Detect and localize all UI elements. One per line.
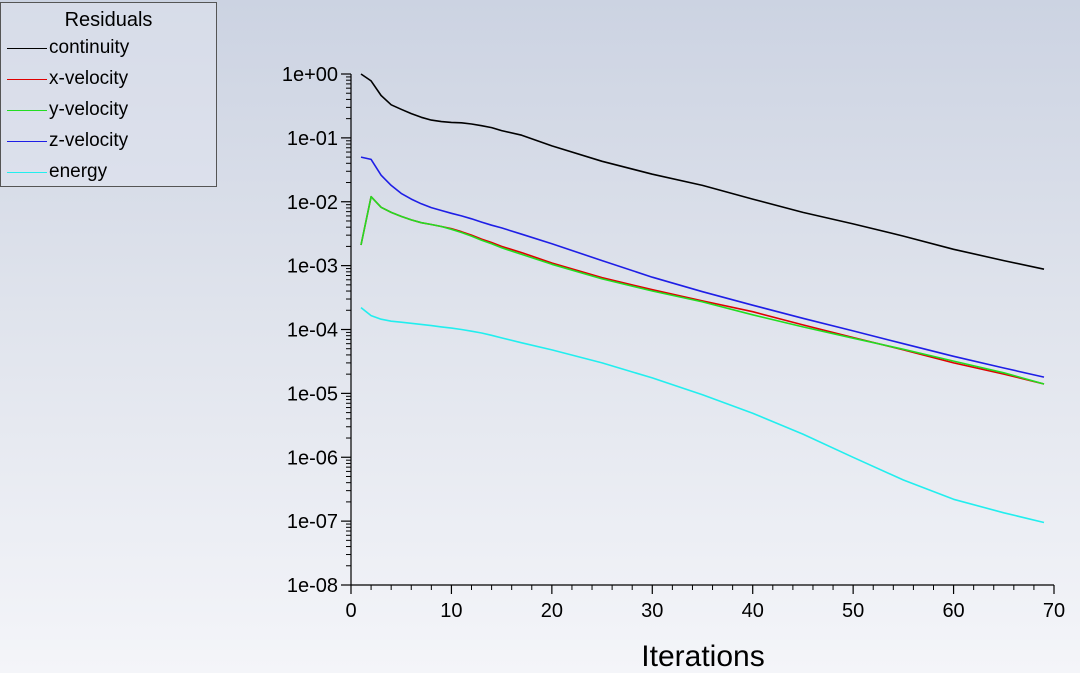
series-line-energy [360,306,1045,524]
legend-label: continuity [49,37,130,58]
legend-item-y-velocity: y-velocity [1,96,216,127]
y-tick-label: 1e-06 [287,447,338,469]
legend-item-z-velocity: z-velocity [1,127,216,158]
legend-item-continuity: continuity [1,34,216,65]
legend-swatch [7,141,47,142]
chart-axes: 1e+00 1e-01 1e-02 1e-03 1e-04 1e-05 1e-06 1e-07… [282,64,1065,622]
x-tick-label: 0 [345,600,356,622]
y-tick-label: 1e-07 [287,511,338,533]
x-tick-label: 60 [942,600,964,622]
legend-swatch [7,48,47,49]
chart-series-lines [360,73,1045,524]
y-tick-label: 1e-08 [287,575,338,597]
legend-label: energy [49,161,108,182]
y-tick-label: 1e-05 [287,383,338,405]
series-line-continuity [360,73,1045,270]
x-tick-label: 20 [541,600,563,622]
legend: Residuals continuity x-velocity y-velocity… [0,2,217,187]
x-tick-label: 40 [742,600,764,622]
legend-swatch [7,172,47,173]
legend-swatch [7,79,47,80]
y-tick-label: 1e-02 [287,192,338,214]
legend-label: z-velocity [49,130,129,151]
legend-item-energy: energy [1,158,216,189]
legend-item-x-velocity: x-velocity [1,65,216,96]
legend-title: Residuals [64,9,153,31]
legend-swatch [7,110,47,111]
y-tick-label: 1e-03 [287,256,338,278]
series-line-y-velocity [360,195,1045,385]
x-tick-label: 70 [1043,600,1065,622]
y-tick-label: 1e-04 [287,320,338,342]
legend-label: y-velocity [49,99,129,120]
x-tick-label: 50 [842,600,864,622]
series-line-x-velocity [360,195,1045,385]
y-tick-label: 1e+00 [282,64,338,86]
x-tick-label: 10 [440,600,462,622]
series-line-z-velocity [360,156,1045,378]
y-tick-label: 1e-01 [287,128,338,150]
legend-label: x-velocity [49,68,129,89]
x-tick-label: 30 [641,600,663,622]
legend-items: continuity x-velocity y-velocity z-velocity… [1,34,216,189]
x-axis-label: Iterations [641,640,764,673]
